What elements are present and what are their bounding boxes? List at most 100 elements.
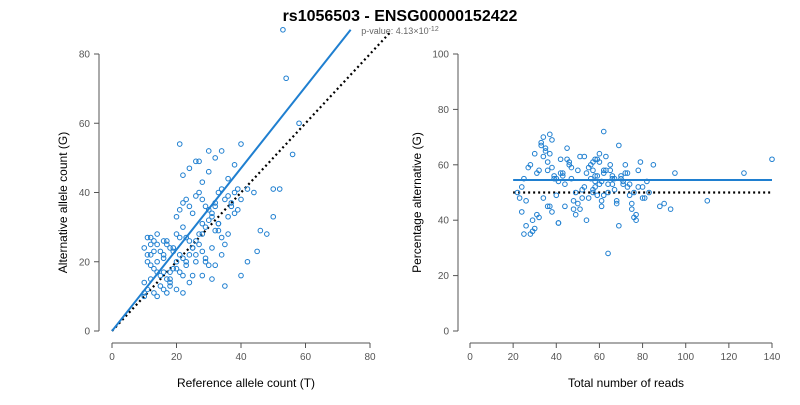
data-point [620, 181, 626, 187]
data-point [600, 128, 607, 135]
y-tick-label: 100 [432, 50, 449, 61]
panel-allele-counts: 0 20 40 60 80 0 20 40 60 80 Reference allele count… [56, 26, 391, 390]
data-point [577, 206, 583, 212]
data-point [212, 262, 218, 269]
data-point [173, 213, 180, 220]
data-point [193, 158, 199, 165]
data-point [144, 252, 151, 258]
data-point [228, 203, 235, 210]
data-point [180, 255, 186, 262]
data-point [523, 222, 529, 229]
data-point [193, 238, 199, 244]
x-tick-label: 40 [235, 352, 247, 363]
data-point [167, 269, 173, 275]
data-point [289, 151, 296, 158]
data-point [657, 203, 663, 210]
data-point [167, 245, 173, 251]
data-point [199, 231, 206, 237]
data-point [583, 170, 590, 176]
data-point [157, 248, 164, 255]
data-point [202, 224, 209, 230]
data-point [212, 203, 218, 210]
data-point [167, 276, 173, 282]
data-point [516, 195, 523, 201]
data-point [536, 214, 542, 221]
y-tick-label: 20 [79, 257, 91, 268]
data-point [164, 238, 170, 244]
data-point [283, 75, 289, 82]
x-tick-label: 100 [677, 352, 694, 363]
x-axis-label: Total number of reads [568, 376, 684, 390]
data-point [613, 200, 620, 207]
data-point [529, 217, 536, 223]
data-point [176, 234, 183, 241]
data-point [193, 193, 199, 199]
data-point [514, 189, 521, 196]
data-point [205, 148, 212, 154]
data-point [186, 252, 193, 258]
data-point [141, 279, 148, 286]
y-tick-label: 80 [438, 105, 450, 116]
subtitle-exponent: -12 [429, 26, 439, 33]
data-point [564, 156, 570, 163]
data-point [631, 189, 637, 196]
data-point [160, 238, 167, 244]
data-point [585, 195, 592, 201]
data-point [196, 189, 202, 196]
data-point [218, 148, 225, 154]
data-point [596, 150, 603, 157]
y-axis-label: Alternative allele count (G) [56, 132, 70, 273]
x-tick-label: 120 [721, 352, 738, 363]
data-point [180, 272, 186, 279]
data-point [635, 167, 642, 174]
data-point [176, 269, 183, 275]
data-point [167, 279, 173, 286]
data-point [626, 181, 633, 187]
data-point [581, 153, 588, 160]
data-point [254, 248, 260, 255]
x-tick-label: 0 [109, 352, 115, 363]
data-point [225, 175, 231, 182]
data-point [218, 252, 225, 258]
data-point [209, 210, 215, 217]
data-point [147, 234, 154, 241]
data-point [225, 231, 231, 237]
data-point [270, 213, 277, 220]
data-point [180, 290, 186, 296]
data-point [238, 272, 244, 279]
data-point [529, 228, 536, 235]
data-point [542, 145, 549, 151]
data-point [222, 241, 228, 248]
data-point [160, 252, 167, 258]
data-point [222, 283, 228, 289]
reference-line [111, 32, 391, 332]
data-point [633, 217, 639, 223]
data-point [183, 262, 189, 269]
data-point [575, 167, 581, 174]
data-point [575, 200, 581, 207]
data-point [180, 224, 186, 230]
data-point [189, 272, 196, 279]
data-point [147, 241, 154, 248]
data-point [518, 209, 525, 215]
data-point [151, 265, 157, 272]
data-point [637, 159, 644, 165]
data-point [544, 203, 551, 210]
data-point [549, 164, 555, 171]
data-point [196, 158, 202, 165]
data-point [547, 131, 553, 138]
data-point [605, 189, 611, 196]
data-point [186, 203, 193, 210]
data-point [186, 279, 193, 286]
data-point [238, 196, 244, 203]
data-point [180, 172, 186, 178]
data-point [212, 155, 218, 161]
chart-subtitle: p-value: 4.13×10-12 [361, 26, 439, 37]
y-tick-label: 60 [438, 160, 450, 171]
data-point [199, 179, 206, 185]
data-point [704, 198, 711, 204]
data-point [600, 170, 607, 176]
data-point [596, 181, 603, 187]
y-tick-label: 40 [438, 216, 450, 227]
